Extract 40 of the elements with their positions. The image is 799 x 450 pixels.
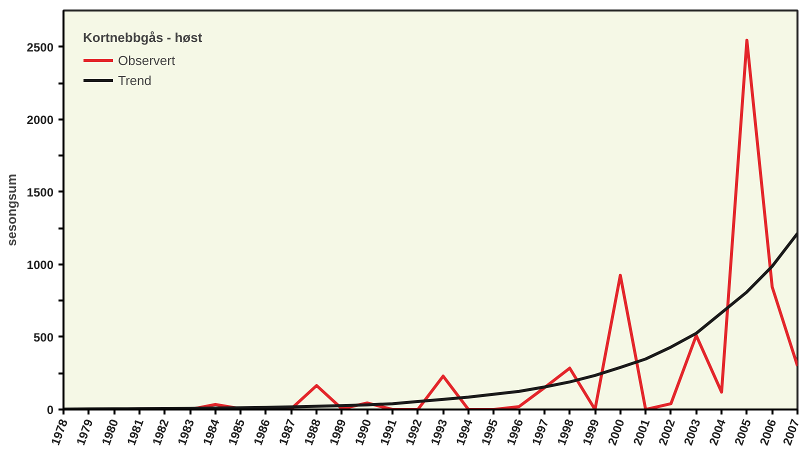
legend-title: Kortnebbgås - høst	[83, 30, 202, 45]
x-tick-label: 1979	[74, 416, 96, 448]
x-tick-label: 1993	[428, 416, 450, 448]
y-tick-label: 500	[33, 330, 54, 344]
x-tick-label: 2002	[656, 416, 678, 448]
x-tick-label: 1990	[352, 416, 374, 448]
x-tick-label: 1997	[529, 416, 552, 448]
x-tick-label: 1982	[150, 416, 172, 448]
x-tick-label: 2003	[681, 416, 704, 448]
y-tick-label: 1000	[26, 258, 54, 272]
x-tick-label: 2000	[605, 416, 628, 448]
x-tick-label: 2004	[706, 416, 729, 448]
x-tick-label: 1988	[301, 416, 324, 448]
x-tick-label: 1981	[124, 416, 147, 448]
x-tick-label: 1984	[200, 416, 223, 448]
x-tick-label: 1978	[48, 416, 71, 448]
x-tick-label: 2007	[780, 416, 799, 448]
x-tick-label: 1986	[250, 416, 274, 448]
x-tick-label: 1991	[377, 416, 400, 448]
x-tick-label: 1992	[402, 416, 426, 448]
x-tick-label: 1983	[174, 416, 198, 448]
x-tick-label: 1980	[98, 416, 122, 448]
x-tick-label: 1995	[478, 416, 501, 448]
y-tick-label: 2000	[26, 112, 54, 127]
x-tick-label: 2006	[756, 416, 780, 448]
x-tick-label: 1999	[580, 416, 602, 448]
x-tick-label: 1996	[504, 416, 526, 448]
legend-label: Observert	[118, 52, 176, 68]
y-tick-label: 1500	[26, 185, 54, 200]
x-tick-label: 1985	[225, 416, 248, 448]
x-tick-label: 1989	[326, 416, 350, 448]
x-tick-label: 1987	[276, 416, 298, 448]
x-tick-label: 1994	[453, 416, 476, 448]
x-tick-label: 2001	[630, 416, 653, 448]
y-tick-label: 0	[46, 403, 54, 417]
y-axis-title: sesongsum	[4, 174, 19, 246]
y-tick-label: 2500	[26, 40, 54, 54]
x-tick-label: 2005	[732, 416, 754, 448]
legend-label: Trend	[118, 72, 152, 88]
x-tick-label: 1998	[554, 416, 577, 448]
